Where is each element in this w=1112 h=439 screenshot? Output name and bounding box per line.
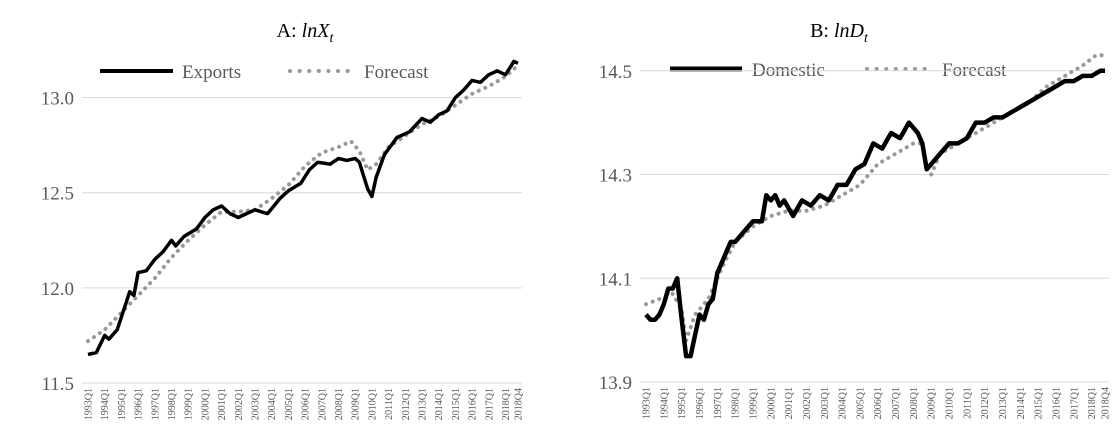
x-tick-label: 2007Q1 — [891, 387, 902, 419]
y-tick-label: 12.5 — [41, 184, 74, 205]
x-tick-label: 1997Q1 — [150, 388, 161, 420]
panel-b-title-subscript: t — [864, 31, 869, 46]
x-tick-label: 1994Q1 — [659, 387, 670, 419]
panel-a-series — [86, 59, 520, 357]
x-tick-label: 2013Q1 — [417, 388, 428, 420]
panel-b-chart: B: lnDt Domestic Forecast 13.914.114.314… — [599, 20, 1112, 419]
x-tick-label: 1996Q1 — [695, 387, 706, 419]
x-tick-label: 1993Q1 — [84, 388, 95, 420]
x-tick-label: 2000Q1 — [766, 387, 777, 419]
x-tick-label: 2018Q4 — [514, 388, 525, 420]
x-tick-label: 2003Q1 — [250, 388, 261, 420]
x-tick-label: 1999Q1 — [748, 387, 759, 419]
x-tick-label: 2008Q1 — [334, 388, 345, 420]
panel-a-title-label: A: — [277, 20, 302, 42]
x-tick-label: 1996Q1 — [134, 388, 145, 420]
panel-b-title: B: lnDt — [810, 20, 869, 46]
y-tick-label: 12.0 — [41, 279, 74, 300]
x-tick-label: 2012Q1 — [980, 387, 991, 419]
x-tick-label: 2001Q1 — [217, 388, 228, 420]
series-line-exports — [87, 59, 519, 357]
x-tick-label: 2018Q4 — [1101, 387, 1112, 419]
panel-b-x-axis: 1993Q1 1994Q1 1995Q1 1996Q1 1997Q1 1998Q1 1999… — [640, 381, 1112, 419]
panel-a-title-variable: lnX — [302, 20, 331, 42]
x-tick-label: 1995Q1 — [677, 387, 688, 419]
y-tick-label: 14.5 — [599, 62, 632, 83]
y-tick-label: 14.1 — [599, 269, 632, 290]
x-tick-label: 2006Q1 — [301, 388, 312, 420]
y-tick-label: 13.9 — [599, 373, 632, 394]
panel-a-legend: Exports Forecast — [100, 62, 429, 83]
x-tick-label: 2002Q1 — [234, 388, 245, 420]
x-tick-label: 2017Q1 — [1069, 387, 1080, 419]
panel-b-series — [644, 53, 1107, 359]
x-tick-label: 2017Q1 — [484, 388, 495, 420]
panel-a-x-axis: 1993Q1 1994Q1 1995Q1 1996Q1 1997Q1 1998Q1 1999… — [82, 382, 525, 420]
series-line-domestic — [644, 68, 1105, 359]
x-tick-label: 1998Q1 — [167, 388, 178, 420]
x-tick-label: 2011Q1 — [962, 387, 973, 419]
x-tick-label: 2001Q1 — [784, 387, 795, 419]
x-tick-label: 2014Q1 — [1016, 387, 1027, 419]
x-tick-label: 2015Q1 — [1034, 387, 1045, 419]
y-tick-label: 13.0 — [41, 89, 74, 110]
x-tick-label: 1997Q1 — [713, 387, 724, 419]
x-tick-label: 2005Q1 — [855, 387, 866, 419]
x-tick-label: 1999Q1 — [184, 388, 195, 420]
x-tick-label: 1995Q1 — [117, 388, 128, 420]
x-tick-label: 2018Q1 — [501, 388, 512, 420]
panel-b-y-axis: 13.9 14.1 14.3 14.5 — [599, 62, 1109, 394]
x-tick-label: 2008Q1 — [909, 387, 920, 419]
x-tick-label: 2012Q1 — [401, 388, 412, 420]
x-tick-label: 2004Q1 — [838, 387, 849, 419]
x-tick-label: 2016Q1 — [1051, 387, 1062, 419]
x-tick-label: 2003Q1 — [820, 387, 831, 419]
panel-b-title-variable: lnD — [834, 20, 865, 42]
x-tick-label: 2014Q1 — [434, 388, 445, 420]
x-tick-label: 2004Q1 — [267, 388, 278, 420]
x-tick-label: 2009Q1 — [351, 388, 362, 420]
panel-b-title-label: B: — [810, 20, 834, 42]
series-line-forecast — [86, 63, 520, 344]
x-tick-label: 2006Q1 — [873, 387, 884, 419]
panel-a-chart: A: lnXt Exports Forecast 11.5 12.0 12.5 13.… — [41, 20, 525, 420]
x-tick-label: 2000Q1 — [200, 388, 211, 420]
x-tick-label: 2013Q1 — [998, 387, 1009, 419]
panel-a-title-subscript: t — [329, 31, 334, 46]
x-tick-label: 2007Q1 — [317, 388, 328, 420]
legend-exports-label: Exports — [182, 62, 241, 83]
x-tick-label: 2016Q1 — [468, 388, 479, 420]
y-tick-label: 14.3 — [599, 166, 632, 187]
x-tick-label: 2018Q1 — [1087, 387, 1098, 419]
x-tick-label: 2010Q1 — [945, 387, 956, 419]
x-tick-label: 1994Q1 — [100, 388, 111, 420]
x-tick-label: 1993Q1 — [642, 387, 653, 419]
panel-a-y-axis: 11.5 12.0 12.5 13.0 — [41, 89, 522, 395]
x-tick-label: 2010Q1 — [367, 388, 378, 420]
x-tick-label: 2011Q1 — [384, 388, 395, 420]
x-tick-label: 1998Q1 — [731, 387, 742, 419]
panel-a-title: A: lnXt — [277, 20, 335, 46]
x-tick-label: 2009Q1 — [927, 387, 938, 419]
legend-forecast-label: Forecast — [364, 62, 429, 83]
x-tick-label: 2002Q1 — [802, 387, 813, 419]
y-tick-label: 11.5 — [41, 374, 74, 395]
x-tick-label: 2015Q1 — [451, 388, 462, 420]
x-tick-label: 2005Q1 — [284, 388, 295, 420]
